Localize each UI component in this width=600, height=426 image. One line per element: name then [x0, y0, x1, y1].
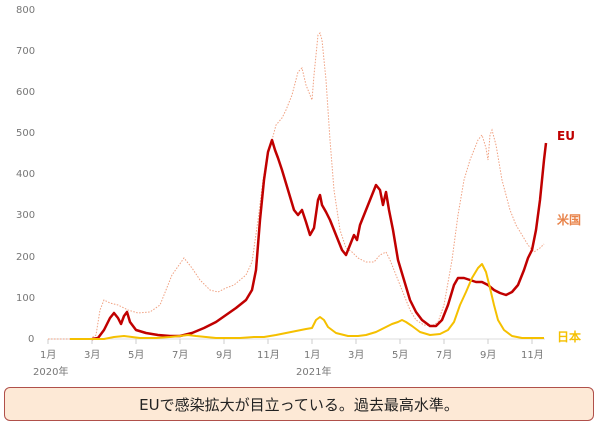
x-tick-2021-09: 9月 [480, 349, 496, 361]
x-axis: 1月 3月 5月 7月 9月 11月 1月 3月 5月 7月 9月 11月 20… [33, 338, 545, 378]
y-tick-800: 800 [16, 5, 35, 16]
x-tick-2020-03: 3月 [84, 349, 100, 361]
x-tick-2020-07: 7月 [172, 349, 188, 361]
y-tick-100: 100 [16, 293, 35, 304]
y-tick-500: 500 [16, 128, 35, 139]
y-tick-400: 400 [16, 169, 35, 180]
series-eu-line [91, 138, 548, 341]
x-tick-2021-03: 3月 [348, 349, 364, 361]
x-tick-2021-11: 11月 [521, 349, 544, 361]
y-tick-200: 200 [16, 252, 35, 263]
x-tick-2020-01: 1月 [40, 349, 56, 361]
line-chart: 800 700 600 500 400 300 200 100 0 1月 3月 … [16, 5, 581, 378]
caption-text: EUで感染拡大が目立っている。過去最高水準。 [139, 395, 459, 414]
y-tick-0: 0 [28, 334, 34, 345]
y-tick-300: 300 [16, 210, 35, 221]
y-tick-600: 600 [16, 87, 35, 98]
x-tick-2020-09: 9月 [216, 349, 232, 361]
year-label-2020: 2020年 [33, 365, 68, 378]
x-tick-2021-07: 7月 [436, 349, 452, 361]
caption-box: EUで感染拡大が目立っている。過去最高水準。 [4, 387, 594, 421]
x-tick-2020-11: 11月 [257, 349, 280, 361]
series-us-line [48, 32, 545, 340]
year-label-2021: 2021年 [296, 365, 331, 378]
x-tick-2021-01: 1月 [304, 349, 320, 361]
legend-eu: EU [557, 129, 575, 143]
x-tick-2020-05: 5月 [128, 349, 144, 361]
legend-japan: 日本 [557, 329, 581, 344]
y-axis: 800 700 600 500 400 300 200 100 0 [16, 5, 35, 345]
legend-us: 米国 [557, 212, 581, 227]
y-tick-700: 700 [16, 46, 35, 57]
x-tick-2021-05: 5月 [392, 349, 408, 361]
series-japan-line [70, 263, 544, 340]
